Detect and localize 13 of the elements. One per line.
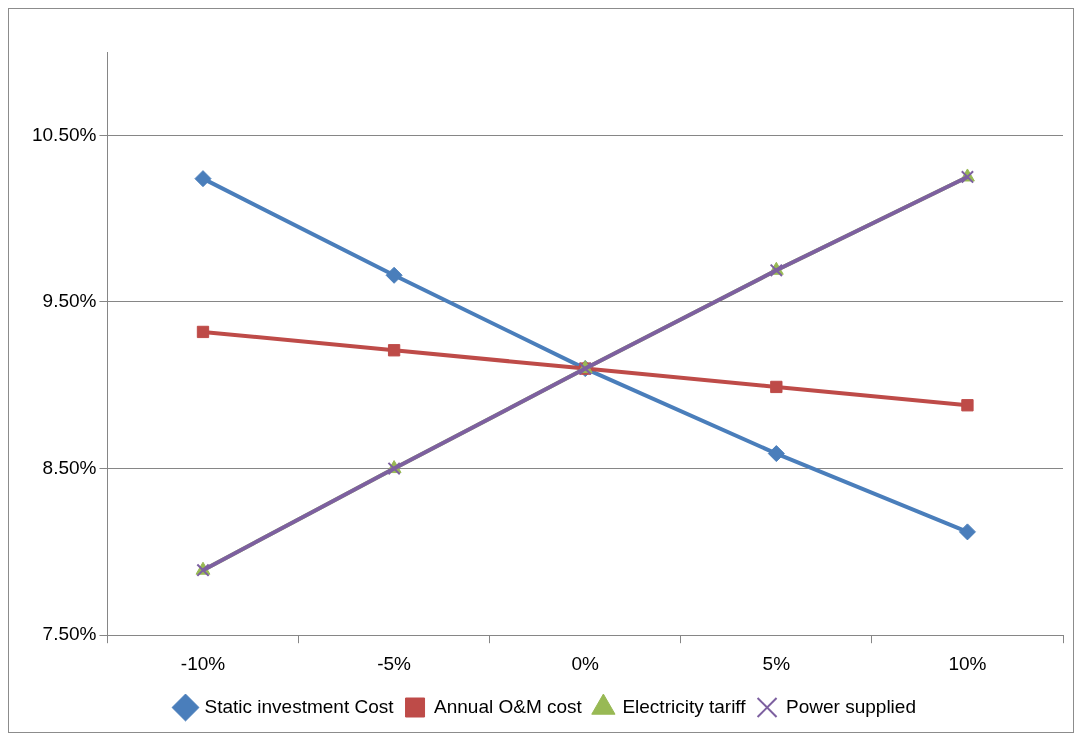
y-tick-label: 9.50% (42, 290, 97, 312)
legend-label: Electricity tariff (622, 695, 747, 717)
x-tick-label: 10% (948, 652, 987, 674)
legend-label: Power supplied (786, 695, 916, 717)
x-tick-label: 0% (571, 652, 600, 674)
x-tick-label: -5% (377, 652, 412, 674)
y-tick-label: 8.50% (42, 456, 97, 478)
legend-label: Annual O&M cost (434, 695, 583, 717)
x-tick-label: 5% (762, 652, 791, 674)
x-tick-label: -10% (180, 652, 226, 674)
y-tick-label: 10.50% (31, 123, 97, 145)
y-tick-label: 7.50% (42, 623, 97, 645)
legend-label: Static investment Cost (204, 695, 395, 717)
